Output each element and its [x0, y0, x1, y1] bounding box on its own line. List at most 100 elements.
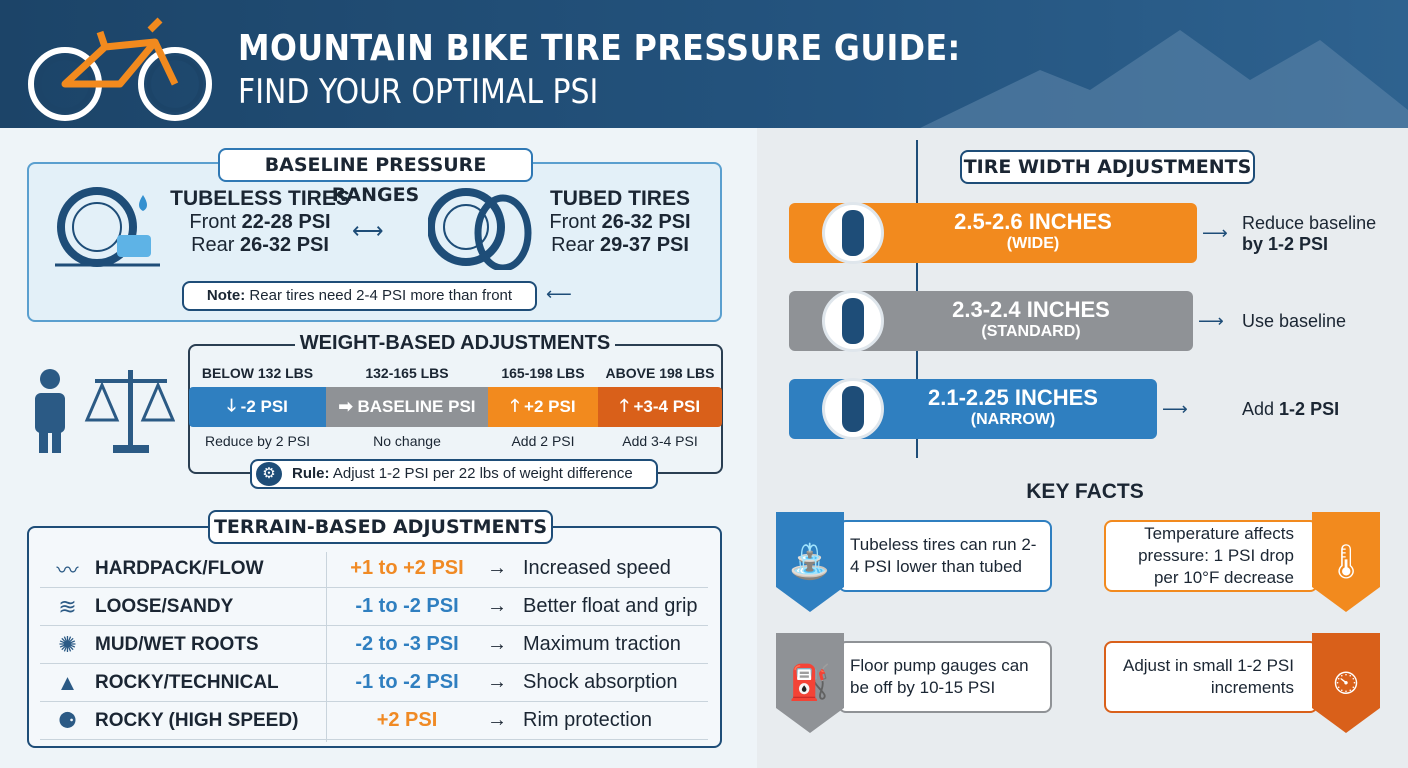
fact-text: Floor pump gauges can be off by 10-15 PS…	[850, 656, 1029, 697]
width-label: (NARROW)	[970, 411, 1056, 428]
header-banner: MOUNTAIN BIKE TIRE PRESSURE GUIDE: FIND …	[0, 0, 1408, 128]
weight-range: ABOVE 198 LBS	[605, 365, 715, 381]
weight-value-text: BASELINE PSI	[357, 397, 476, 416]
arrow-right-icon: ⟶	[1198, 311, 1224, 331]
tire-tread-icon	[822, 290, 884, 352]
terrain-effect: Rim protection	[523, 709, 652, 731]
weight-desc: Add 3-4 PSI	[622, 433, 698, 449]
page-title: MOUNTAIN BIKE TIRE PRESSURE GUIDE:	[238, 28, 961, 69]
width-size: 2.1-2.25 INCHES	[928, 385, 1098, 410]
terrain-table: 〰 HARDPACK/FLOW +1 to +2 PSI → Increased…	[40, 550, 708, 740]
baseline-note: Note: Rear tires need 2-4 PSI more than …	[182, 281, 537, 311]
terrain-effect: Shock absorption	[523, 671, 678, 693]
arrow-right-icon: →	[487, 671, 507, 693]
weight-desc: Reduce by 2 PSI	[204, 433, 311, 449]
arrow-right-icon: ➡	[338, 397, 358, 416]
terrain-4-icon: ⚈	[57, 707, 78, 733]
weight-value: 🡓 -2 PSI	[189, 387, 326, 427]
width-label: (WIDE)	[1006, 235, 1060, 252]
fact-card: Adjust in small 1-2 PSI increments	[1104, 641, 1318, 713]
terrain-name: LOOSE/SANDY	[95, 595, 234, 617]
terrain-psi: -1 to -2 PSI	[355, 671, 459, 693]
terrain-effect: Better float and grip	[523, 595, 698, 617]
tubed-front: 26-32 PSI	[601, 211, 691, 233]
arrow-up-icon: 🡑	[510, 395, 525, 415]
weight-title: WEIGHT-BASED ADJUSTMENTS	[295, 332, 615, 355]
terrain-row: ▲ ROCKY/TECHNICAL -1 to -2 PSI → Shock a…	[40, 664, 708, 702]
arrow-up-icon: 🡑	[619, 395, 634, 415]
terrain-psi: -1 to -2 PSI	[355, 595, 459, 617]
weight-col: ABOVE 198 LBS 🡑 +3-4 PSI Add 3-4 PSI	[598, 365, 722, 449]
width-note: Reduce baseline by 1-2 PSI	[1242, 213, 1392, 255]
terrain-psi: -2 to -3 PSI	[355, 633, 459, 655]
fact-text: Tubeless tires can run 2-4 PSI lower tha…	[850, 535, 1037, 576]
terrain-row: ⚈ ROCKY (HIGH SPEED) +2 PSI → Rim protec…	[40, 702, 708, 740]
terrain-name: ROCKY (HIGH SPEED)	[95, 709, 299, 731]
terrain-name: HARDPACK/FLOW	[95, 557, 264, 579]
terrain-title: TERRAIN-BASED ADJUSTMENTS	[208, 510, 553, 544]
weight-range: 165-198 LBS	[501, 365, 585, 381]
tubeless-rear: 26-32 PSI	[239, 234, 329, 256]
fact-card: Floor pump gauges can be off by 10-15 PS…	[838, 641, 1052, 713]
weight-desc: Add 2 PSI	[511, 433, 575, 449]
tubed-tire-icon	[428, 188, 532, 270]
tubed-info: TUBED TIRES Front 26-32 PSI Rear 29-37 P…	[540, 187, 700, 257]
rule-text: Adjust 1-2 PSI per 22 lbs of weight diff…	[332, 465, 633, 482]
gear-icon: ⚙	[256, 462, 282, 486]
tubeless-tire-icon	[55, 187, 160, 267]
arrow-right-icon: →	[487, 557, 507, 579]
terrain-name: ROCKY/TECHNICAL	[95, 671, 279, 693]
width-size: 2.5-2.6 INCHES	[954, 209, 1112, 234]
width-note: Add 1-2 PSI	[1242, 399, 1392, 420]
fact-text: Temperature affects pressure: 1 PSI drop…	[1138, 524, 1294, 587]
weight-value: 🡑 +2 PSI	[488, 387, 598, 427]
mountains-icon	[920, 30, 1408, 128]
terrain-1-icon: ≋	[58, 593, 77, 619]
double-arrow-icon: ⟷	[352, 218, 384, 243]
tire-tread-icon	[822, 202, 884, 264]
tubeless-info: TUBELESS TIRES Front 22-28 PSI Rear 26-3…	[170, 187, 350, 257]
weight-col: 165-198 LBS 🡑 +2 PSI Add 2 PSI	[488, 365, 598, 449]
width-title: TIRE WIDTH ADJUSTMENTS	[960, 150, 1255, 184]
weight-col: 132-165 LBS ➡ BASELINE PSI No change	[326, 365, 488, 449]
arrow-right-icon: →	[487, 633, 507, 655]
terrain-row: 〰 HARDPACK/FLOW +1 to +2 PSI → Increased…	[40, 550, 708, 588]
rear-label: Rear	[191, 234, 235, 256]
width-note-bold: by 1-2 PSI	[1242, 234, 1329, 254]
terrain-row: ≋ LOOSE/SANDY -1 to -2 PSI → Better floa…	[40, 588, 708, 626]
width-note-text: Use baseline	[1242, 311, 1347, 331]
terrain-psi: +1 to +2 PSI	[350, 557, 464, 579]
person-scale-icon	[35, 369, 175, 453]
arrow-right-icon: →	[487, 595, 507, 617]
front-label: Front	[549, 211, 597, 233]
width-note: Use baseline	[1242, 311, 1392, 332]
weight-value: ➡ BASELINE PSI	[326, 387, 488, 427]
tire-tread-icon	[822, 378, 884, 440]
gauge-hand-icon: ⏲	[1312, 633, 1380, 733]
bike-icon	[28, 17, 212, 121]
tubed-rear: 29-37 PSI	[599, 234, 689, 256]
tubeless-front: 22-28 PSI	[241, 211, 331, 233]
thermometer-snowflake-icon: 🌡	[1312, 512, 1380, 612]
width-size: 2.3-2.4 INCHES	[952, 297, 1110, 322]
terrain-section	[27, 526, 722, 748]
weight-desc: No change	[373, 433, 441, 449]
terrain-psi: +2 PSI	[376, 709, 438, 731]
weight-value-text: +2 PSI	[524, 397, 576, 416]
width-note-text: Reduce baseline	[1242, 213, 1377, 233]
floor-pump-icon: ⛽	[776, 633, 844, 733]
terrain-divider	[326, 552, 327, 742]
weight-range: 132-165 LBS	[365, 365, 449, 381]
tubed-title: TUBED TIRES	[549, 187, 690, 210]
weight-value-text: -2 PSI	[240, 397, 288, 416]
note-label: Note:	[206, 287, 246, 304]
terrain-0-icon: 〰	[56, 557, 79, 583]
weight-value: 🡑 +3-4 PSI	[598, 387, 722, 427]
terrain-effect: Maximum traction	[523, 633, 681, 655]
tubeless-title: TUBELESS TIRES	[170, 187, 350, 210]
terrain-row: ✺ MUD/WET ROOTS -2 to -3 PSI → Maximum t…	[40, 626, 708, 664]
terrain-3-icon: ▲	[56, 669, 79, 695]
baseline-title: BASELINE PRESSURE RANGES	[218, 148, 533, 206]
fact-text: Adjust in small 1-2 PSI increments	[1122, 656, 1294, 697]
note-arrow-icon: ⟵	[546, 284, 572, 304]
